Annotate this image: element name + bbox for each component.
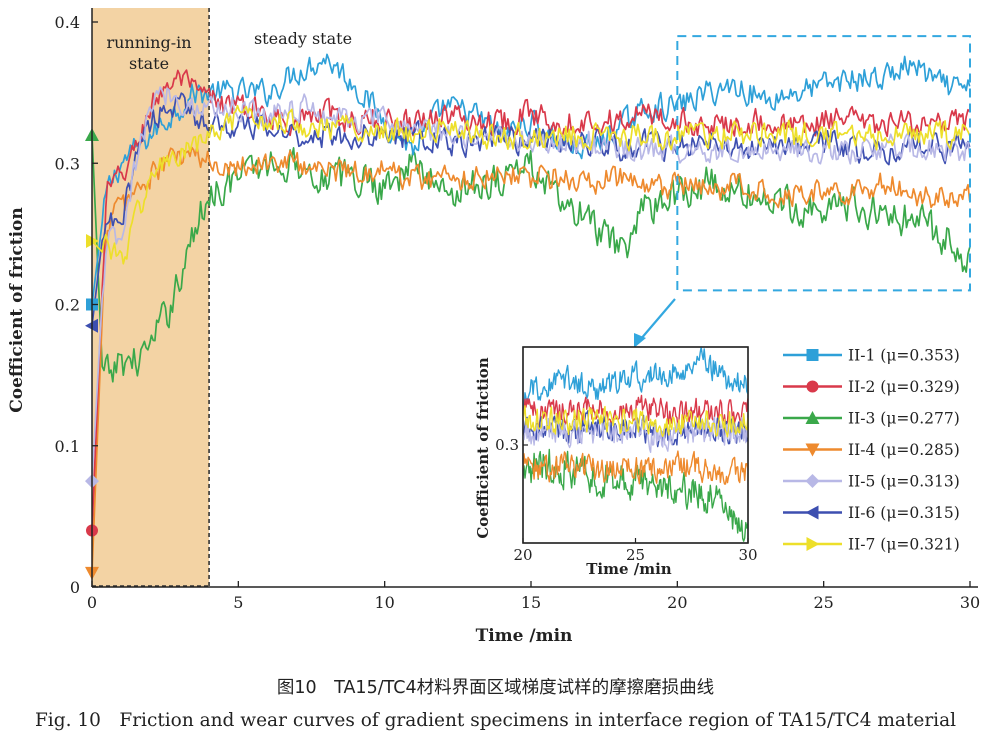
inset-series-line-ii-1	[523, 347, 748, 409]
legend-entry-ii-6: II-6 (μ=0.315)	[848, 504, 960, 522]
legend-entry-ii-7: II-7 (μ=0.321)	[848, 536, 960, 554]
inset-series-group	[523, 347, 748, 542]
series-line-ii-5	[91, 86, 971, 482]
legend-marker-ii-2	[806, 380, 819, 393]
legend-entry-ii-5: II-5 (μ=0.313)	[848, 473, 960, 491]
x-tick-label: 0	[87, 593, 97, 612]
x-tick-label: 20	[667, 593, 687, 612]
series-line-ii-4	[91, 145, 971, 573]
inset-ticks: 20 25 30 0.3	[495, 436, 757, 564]
inset-x-tick-label: 25	[626, 546, 645, 564]
inset-x-tick-label: 30	[738, 546, 757, 564]
x-tick-label: 10	[374, 593, 394, 612]
series-line-ii-3	[91, 134, 971, 383]
y-tick-label: 0.2	[55, 296, 80, 315]
x-tick-label: 15	[521, 593, 541, 612]
inset-y-tick-label: 0.3	[495, 436, 519, 454]
legend-marker-ii-3	[805, 411, 820, 424]
legend-entry-ii-4: II-4 (μ=0.285)	[848, 441, 960, 459]
inset-x-axis-label: Time /min	[586, 560, 672, 578]
running-in-annotation-line1: running-in	[106, 33, 191, 52]
x-tick-label: 5	[233, 593, 243, 612]
legend-marker-ii-4	[805, 443, 820, 457]
x-tick-label: 25	[813, 593, 833, 612]
inset-x-tick-label: 20	[513, 546, 532, 564]
y-tick-label: 0	[70, 578, 80, 597]
zoom-region-box	[676, 35, 971, 292]
inset-series-line-ii-4	[523, 450, 748, 485]
x-axis-label: Time /min	[476, 626, 573, 646]
legend: II-1 (μ=0.353) II-2 (μ=0.329) II-3 (μ=0.27…	[783, 347, 960, 554]
inset-frame	[522, 346, 749, 544]
inset-y-axis-label: Coefficient of friction	[474, 357, 492, 538]
series-line-ii-7	[91, 104, 971, 265]
legend-marker-ii-6	[805, 505, 819, 520]
zoom-arrowhead	[634, 333, 646, 348]
legend-marker-ii-1	[806, 349, 819, 361]
legend-entry-ii-1: II-1 (μ=0.353)	[848, 347, 960, 365]
legend-marker-ii-7	[806, 537, 820, 551]
zoom-arrow	[639, 298, 676, 341]
y-axis-label: Coefficient of friction	[7, 207, 27, 413]
inset-series-line-ii-7	[523, 405, 748, 438]
figure-caption-english: Fig. 10 Friction and wear curves of grad…	[34, 710, 957, 731]
x-tick-label: 30	[960, 593, 980, 612]
legend-entry-ii-3: II-3 (μ=0.277)	[848, 410, 960, 428]
inset-chart: 20 25 30 0.3 Time /min Coefficient of frict…	[474, 346, 758, 578]
legend-entry-ii-2: II-2 (μ=0.329)	[848, 378, 960, 396]
main-ticks: 0 5 10 15 20 25 30 0 0.1 0.2 0.3 0.4	[55, 13, 981, 612]
y-tick-label: 0.1	[55, 437, 80, 456]
running-in-annotation-line2: state	[129, 54, 169, 73]
steady-state-annotation: steady state	[254, 29, 352, 48]
legend-marker-ii-5	[805, 474, 820, 488]
series-line-ii-1	[91, 53, 971, 305]
figure-caption-chinese: 图10 TA15/TC4材料界面区域梯度试样的摩擦磨损曲线	[276, 678, 715, 698]
y-tick-label: 0.4	[55, 13, 80, 32]
running-in-region	[92, 8, 210, 587]
inset-series-line-ii-3	[523, 448, 748, 542]
series-line-ii-2	[91, 69, 971, 531]
y-tick-label: 0.3	[55, 154, 80, 173]
